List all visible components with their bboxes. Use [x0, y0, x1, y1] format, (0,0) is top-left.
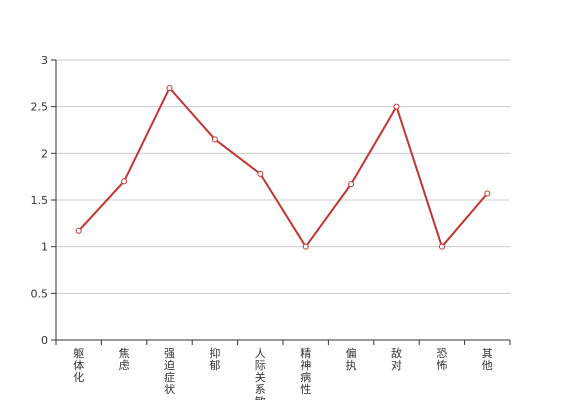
x-tick-label: 人际关系敏感: [255, 347, 266, 400]
y-tick-labels: 0 0.5 1 1.5 2 2.5 3: [31, 54, 49, 347]
x-tick-label: 其他: [482, 347, 493, 372]
y-tick-label: 0: [41, 334, 48, 347]
data-point: [302, 243, 309, 250]
data-point: [211, 136, 218, 143]
y-tick-label: 2: [41, 147, 48, 160]
x-tick-label: 偏执: [346, 346, 357, 372]
x-tick-label: 焦虑: [119, 347, 130, 372]
data-point: [257, 170, 264, 177]
y-tick-label: 1: [41, 241, 48, 254]
series-line: [77, 87, 489, 248]
data-point: [438, 243, 445, 250]
y-tick-label: 0.5: [31, 287, 49, 300]
x-tick-label: 敌对: [391, 346, 402, 372]
x-tick-labels: 躯体化 焦虑 强迫症状 抑郁 人际关系敏感 精神病性 偏执 敌对 恐怖 其他: [73, 346, 493, 400]
data-point: [166, 85, 173, 91]
data-point: [121, 178, 128, 185]
y-tick-label: 1.5: [31, 194, 49, 207]
data-point: [484, 190, 491, 197]
x-tick-label: 精神病性: [300, 347, 311, 396]
x-tick-label: 抑郁: [209, 346, 220, 372]
data-point: [393, 103, 400, 110]
data-points: [75, 85, 491, 250]
y-tick-label: 2.5: [31, 101, 49, 114]
y-tick-label: 3: [41, 54, 48, 67]
data-point: [75, 227, 82, 234]
axes: [51, 59, 511, 345]
grid-lines: [56, 59, 510, 294]
x-tick-label: 躯体化: [73, 347, 84, 384]
data-point: [348, 181, 355, 188]
x-tick-label: 恐怖: [436, 347, 447, 372]
series-line-path: [77, 87, 489, 248]
x-tick-label: 强迫症状: [164, 347, 175, 396]
